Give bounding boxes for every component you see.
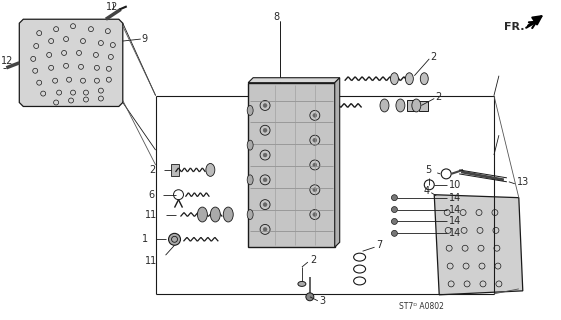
FancyBboxPatch shape	[419, 100, 428, 111]
Text: 3: 3	[320, 296, 326, 306]
Text: ST7ᴰ A0802: ST7ᴰ A0802	[399, 302, 444, 311]
Text: 4: 4	[423, 186, 429, 196]
Text: 14: 14	[449, 228, 461, 238]
Ellipse shape	[412, 99, 421, 112]
Text: 14: 14	[449, 193, 461, 203]
Ellipse shape	[247, 106, 253, 116]
Ellipse shape	[298, 281, 306, 286]
Ellipse shape	[168, 233, 181, 245]
Ellipse shape	[247, 175, 253, 185]
Ellipse shape	[210, 207, 220, 222]
Circle shape	[263, 203, 267, 207]
Ellipse shape	[420, 73, 428, 85]
FancyBboxPatch shape	[171, 164, 178, 176]
Text: 2: 2	[310, 255, 316, 265]
Circle shape	[263, 128, 267, 132]
Text: 11: 11	[145, 210, 158, 220]
Text: 12: 12	[106, 2, 118, 12]
Text: 5: 5	[425, 165, 431, 175]
Text: 12: 12	[1, 56, 14, 66]
Circle shape	[313, 188, 317, 192]
Circle shape	[392, 230, 397, 236]
Ellipse shape	[396, 99, 405, 112]
Ellipse shape	[390, 73, 398, 85]
Ellipse shape	[406, 73, 413, 85]
FancyBboxPatch shape	[407, 100, 417, 111]
Text: 6: 6	[149, 190, 155, 200]
Circle shape	[263, 103, 267, 108]
Circle shape	[392, 219, 397, 224]
Circle shape	[263, 178, 267, 182]
Circle shape	[313, 113, 317, 117]
Polygon shape	[248, 78, 340, 83]
Text: FR.: FR.	[504, 22, 525, 32]
Text: 2: 2	[430, 52, 436, 62]
Circle shape	[306, 293, 314, 301]
Circle shape	[392, 195, 397, 201]
Text: 13: 13	[517, 177, 529, 187]
Circle shape	[313, 212, 317, 217]
Circle shape	[263, 153, 267, 157]
Polygon shape	[335, 78, 340, 247]
Ellipse shape	[223, 207, 233, 222]
Ellipse shape	[247, 210, 253, 220]
Ellipse shape	[206, 164, 215, 176]
Text: 8: 8	[273, 12, 279, 22]
Ellipse shape	[197, 207, 208, 222]
Circle shape	[263, 228, 267, 231]
Circle shape	[392, 207, 397, 212]
Circle shape	[313, 138, 317, 142]
Ellipse shape	[380, 99, 389, 112]
Text: 2: 2	[149, 165, 155, 175]
Polygon shape	[434, 195, 523, 295]
Text: 14: 14	[449, 204, 461, 215]
Text: 7: 7	[376, 240, 383, 250]
Text: 9: 9	[142, 34, 148, 44]
Text: 1: 1	[141, 234, 148, 244]
Text: 2: 2	[435, 92, 442, 101]
Text: 14: 14	[449, 216, 461, 227]
Text: 11: 11	[145, 256, 158, 266]
Polygon shape	[19, 19, 123, 107]
Text: 10: 10	[449, 180, 461, 190]
Circle shape	[313, 163, 317, 167]
Polygon shape	[248, 83, 335, 247]
Ellipse shape	[247, 140, 253, 150]
